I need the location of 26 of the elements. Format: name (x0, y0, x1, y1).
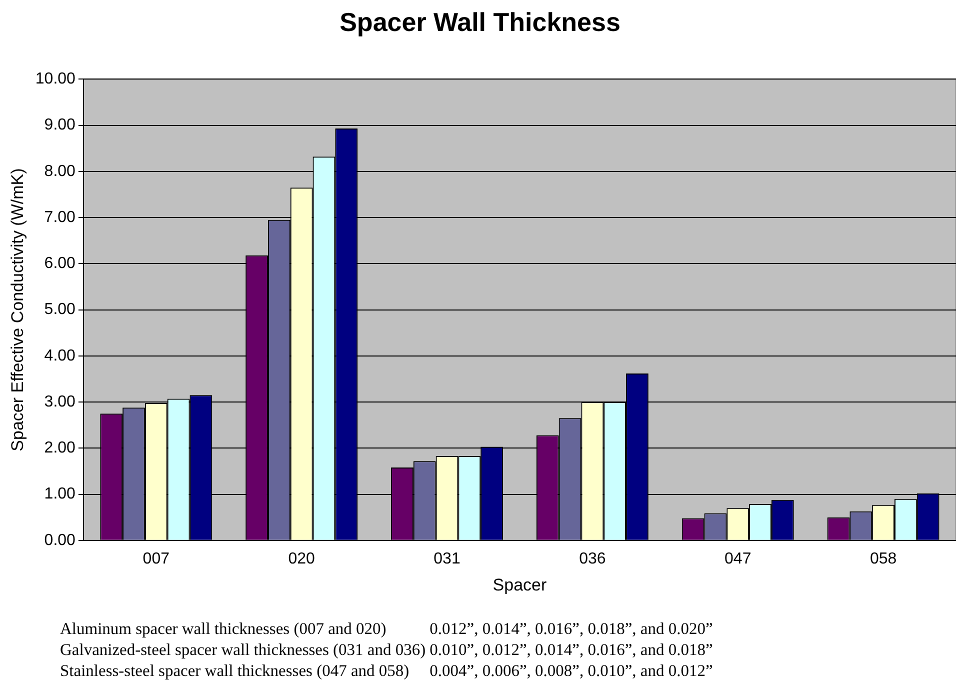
y-tick-label: 4.00 (44, 347, 76, 364)
text: 0.004”, 0.006”, 0.008”, 0.010”, and 0.012” (430, 660, 713, 681)
x-tick-label: 058 (870, 550, 897, 568)
x-tick-label: 047 (724, 550, 752, 568)
x-tick-label: 007 (142, 550, 170, 568)
x-tick-label: 031 (434, 550, 460, 568)
text: Stainless-steel spacer wall thicknesses (047 and 058) (60, 660, 410, 681)
y-tick-label: 3.00 (44, 393, 76, 410)
chart-title: Spacer Wall Thickness (340, 6, 620, 37)
y-tick-label: 2.00 (44, 440, 76, 457)
y-tick-label: 10.00 (35, 70, 76, 88)
x-tick-label: 036 (579, 550, 606, 568)
y-tick-label: 7.00 (44, 208, 76, 226)
text: 0.010”, 0.012”, 0.014”, 0.016”, and 0.018” (430, 639, 713, 660)
text: Galvanized-steel spacer wall thicknesses (031 and 036) (60, 639, 426, 660)
x-tick-label: 020 (288, 550, 316, 568)
text: Aluminum spacer wall thicknesses (007 and 020) (60, 618, 388, 639)
y-tick-label: 0.00 (44, 532, 76, 549)
y-tick-label: 8.00 (44, 162, 76, 180)
x-axis-title: Spacer (492, 575, 547, 594)
y-tick-label: 1.00 (44, 486, 76, 503)
y-tick-label: 5.00 (44, 301, 76, 318)
y-tick-label: 6.00 (44, 255, 76, 272)
text: 0.012”, 0.014”, 0.016”, 0.018”, and 0.020” (430, 618, 713, 639)
y-axis-title: Spacer Effective Conductivity (W/mK) (8, 168, 27, 452)
y-tick-label: 9.00 (44, 116, 76, 134)
